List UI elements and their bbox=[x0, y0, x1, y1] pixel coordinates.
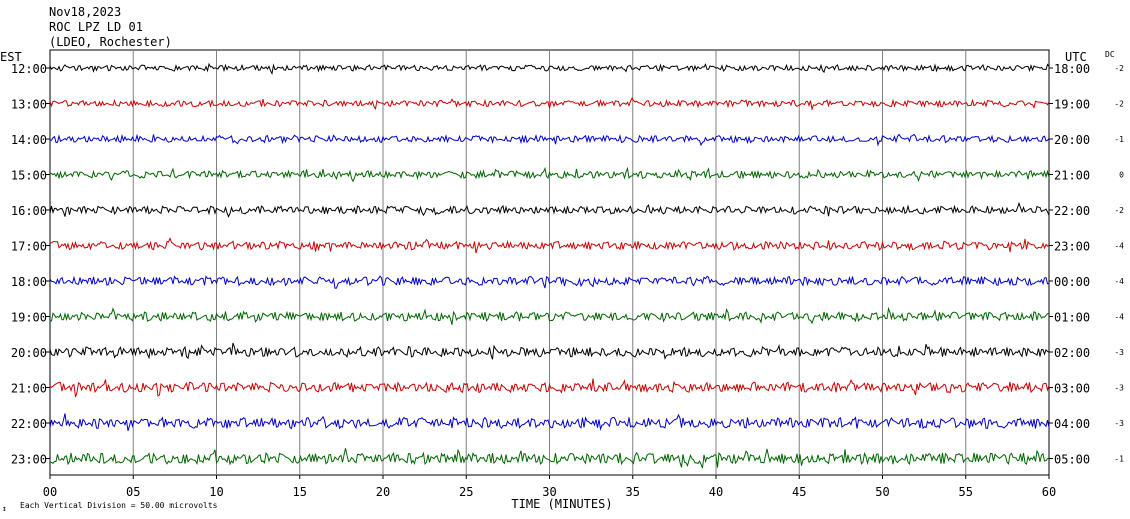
est-hour-label: 18:00 bbox=[11, 275, 47, 289]
x-tick-label: 35 bbox=[626, 485, 640, 499]
est-hour-label: 12:00 bbox=[11, 62, 47, 76]
dc-offset-label: -4 bbox=[1114, 277, 1124, 286]
dc-offset-label: -3 bbox=[1114, 384, 1124, 393]
x-axis-title: TIME (MINUTES) bbox=[511, 497, 612, 511]
dc-offset-label: -4 bbox=[1114, 313, 1124, 322]
utc-hour-label: 21:00 bbox=[1054, 169, 1090, 183]
est-hour-label: 21:00 bbox=[11, 382, 47, 396]
scale-note: Each Vertical Division = 50.00 microvolt… bbox=[20, 501, 218, 510]
trace-line bbox=[49, 275, 1050, 289]
x-tick-label: 55 bbox=[959, 485, 973, 499]
est-hour-label: 22:00 bbox=[11, 417, 47, 431]
dc-offset-label: -3 bbox=[1114, 419, 1124, 428]
utc-hour-label: 01:00 bbox=[1054, 311, 1090, 325]
seismogram-traces bbox=[49, 62, 1050, 469]
dc-offset-label: -4 bbox=[1114, 242, 1124, 251]
x-tick-label: 40 bbox=[709, 485, 723, 499]
utc-hour-label: 04:00 bbox=[1054, 417, 1090, 431]
trace-line bbox=[49, 97, 1050, 112]
x-tick-label: 05 bbox=[126, 485, 140, 499]
utc-hour-label: 03:00 bbox=[1054, 382, 1090, 396]
trace-line bbox=[49, 342, 1050, 360]
trace-line bbox=[49, 133, 1050, 147]
x-tick-label: 30 bbox=[542, 485, 556, 499]
x-tick-label: 15 bbox=[293, 485, 307, 499]
x-tick-label: 60 bbox=[1042, 485, 1056, 499]
trace-line bbox=[49, 62, 1050, 76]
trace-line bbox=[49, 413, 1050, 432]
utc-hour-label: 00:00 bbox=[1054, 275, 1090, 289]
trace-line bbox=[50, 306, 1050, 325]
header-date: Nov18,2023 bbox=[49, 5, 121, 19]
x-tick-label: 25 bbox=[459, 485, 473, 499]
est-hour-label: 14:00 bbox=[11, 133, 47, 147]
scale-icon: ᠎↕ bbox=[2, 504, 7, 513]
est-hour-label: 20:00 bbox=[11, 346, 47, 360]
est-hour-label: 15:00 bbox=[11, 169, 47, 183]
x-tick-label: 45 bbox=[792, 485, 806, 499]
dc-offset-label: -1 bbox=[1114, 455, 1124, 464]
right-timezone-label: UTC bbox=[1065, 50, 1087, 64]
x-tick-label: 10 bbox=[209, 485, 223, 499]
header-station: ROC LPZ LD 01 bbox=[49, 20, 143, 34]
minute-gridlines bbox=[132, 50, 967, 475]
utc-hour-label: 22:00 bbox=[1054, 204, 1090, 218]
dc-offset-label: -1 bbox=[1114, 135, 1124, 144]
utc-hour-label: 23:00 bbox=[1054, 240, 1090, 254]
x-tick-label: 50 bbox=[875, 485, 889, 499]
dc-offset-label: -2 bbox=[1114, 100, 1124, 109]
dc-offset-label: 0 bbox=[1119, 171, 1124, 180]
est-hour-label: 17:00 bbox=[11, 240, 47, 254]
utc-hour-label: 18:00 bbox=[1054, 62, 1090, 76]
left-timezone-label: EST bbox=[0, 50, 22, 64]
x-tick-label: 20 bbox=[376, 485, 390, 499]
trace-line bbox=[49, 201, 1050, 218]
utc-hour-label: 02:00 bbox=[1054, 346, 1090, 360]
trace-line bbox=[49, 166, 1050, 183]
trace-line bbox=[49, 237, 1050, 254]
trace-line bbox=[49, 378, 1050, 398]
est-hour-label: 16:00 bbox=[11, 204, 47, 218]
est-hour-label: 13:00 bbox=[11, 98, 47, 112]
dc-offset-label: -2 bbox=[1114, 206, 1124, 215]
trace-line bbox=[49, 448, 1050, 469]
dc-offset-label: -3 bbox=[1114, 348, 1124, 357]
x-tick-label: 00 bbox=[43, 485, 57, 499]
dc-offset-label: -2 bbox=[1114, 64, 1124, 73]
hour-labels: 12:00 18:00 -2 13:00 19:00 -2 14:00 20:00 -1 15:0… bbox=[11, 62, 1124, 467]
dc-header-label: DC bbox=[1105, 50, 1115, 59]
x-axis-ticks: 00 05 10 15 20 25 30 35 40 45 50 55 60 bbox=[43, 475, 1056, 499]
utc-hour-label: 20:00 bbox=[1054, 133, 1090, 147]
utc-hour-label: 05:00 bbox=[1054, 453, 1090, 467]
utc-hour-label: 19:00 bbox=[1054, 98, 1090, 112]
header-network: (LDEO, Rochester) bbox=[49, 35, 172, 49]
est-hour-label: 19:00 bbox=[11, 311, 47, 325]
est-hour-label: 23:00 bbox=[11, 453, 47, 467]
